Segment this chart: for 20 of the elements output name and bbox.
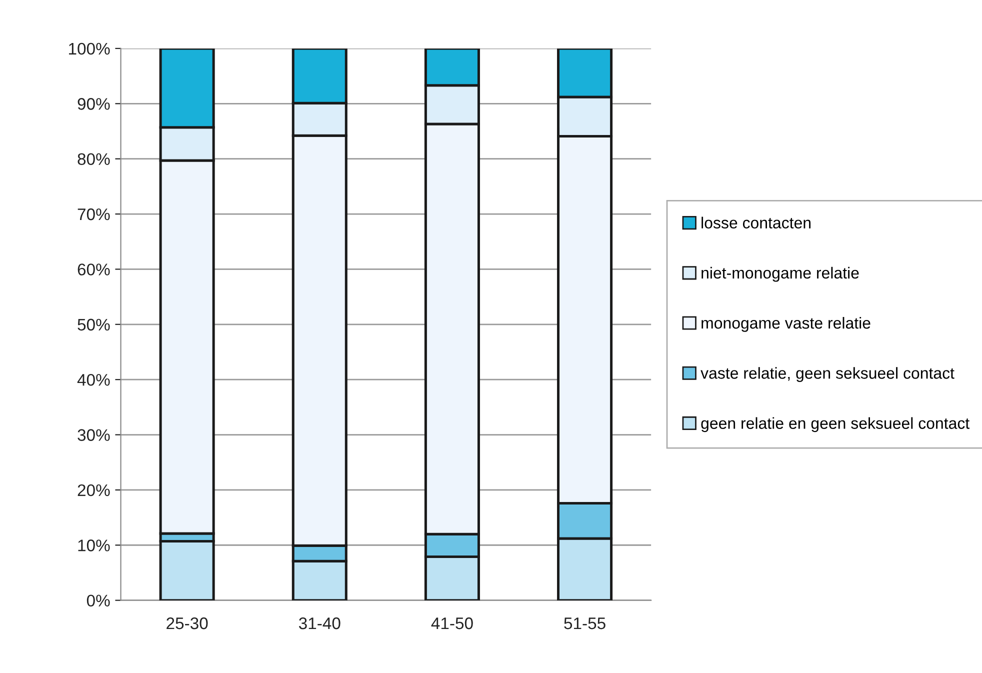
y-tick-label: 100% <box>69 42 110 55</box>
y-tick-label: 30% <box>78 429 110 441</box>
y-tick-label: 60% <box>78 264 110 276</box>
y-tick-label: 90% <box>78 98 110 110</box>
x-tick-label: 31-40 <box>298 617 340 630</box>
legend-label: losse contacten <box>702 216 810 228</box>
y-tick-label: 80% <box>78 153 110 166</box>
legend-label: vaste relatie, geen seksueel contact <box>700 367 954 382</box>
legend-label: geen relatie en geen seksueel contact <box>701 417 970 432</box>
y-tick-label: 70% <box>78 208 110 220</box>
y-tick-label: 40% <box>77 374 110 386</box>
y-tick-label: 10% <box>78 540 110 552</box>
y-tick-label: 0% <box>86 594 110 607</box>
legend-label: niet-monogame relatie <box>702 266 859 282</box>
y-tick-label: 50% <box>78 318 110 331</box>
x-tick-label: 51-55 <box>564 618 606 630</box>
x-tick-label: 25-30 <box>166 617 208 630</box>
y-tick-label: 20% <box>78 484 110 496</box>
x-tick-label: 41-50 <box>431 617 473 630</box>
legend-label: monogame vaste relatie <box>702 316 870 332</box>
